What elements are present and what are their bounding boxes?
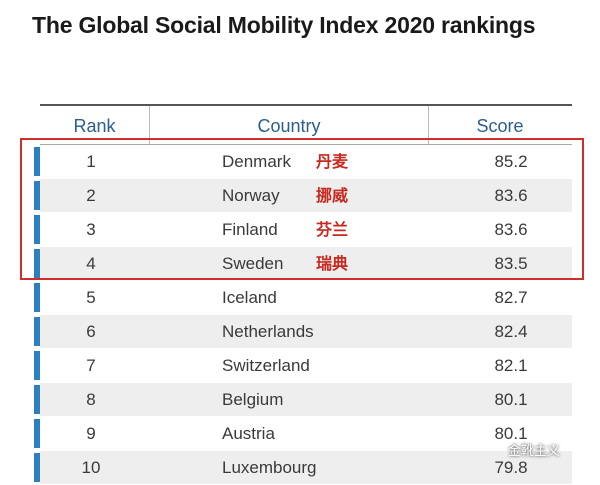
rank-cell: 9 [86, 424, 96, 443]
country-cell: Luxembourg [222, 458, 317, 477]
row-accent-bar [34, 147, 40, 176]
table-row: 5 Iceland 82.7 [34, 281, 572, 315]
chinese-country-label: 瑞典 [316, 254, 349, 273]
rank-cell: 10 [81, 458, 101, 477]
score-cell: 80.1 [494, 390, 528, 409]
country-cell: Sweden [222, 254, 284, 273]
score-cell: 85.2 [494, 152, 528, 171]
rank-cell: 7 [86, 356, 96, 375]
row-accent-bar [34, 419, 40, 448]
row-accent-bar [34, 351, 40, 380]
rank-cell: 5 [86, 288, 96, 307]
table-row: 4 Sweden 瑞典 83.5 [34, 247, 572, 281]
score-cell: 82.7 [494, 288, 528, 307]
table-row: 8 Belgium 80.1 [34, 383, 572, 417]
table-row: 9 Austria 80.1 [34, 417, 572, 451]
table-row: 7 Switzerland 82.1 [34, 349, 572, 383]
country-cell: Norway [222, 186, 280, 205]
country-cell: Austria [222, 424, 275, 443]
country-cell: Switzerland [222, 356, 310, 375]
rankings-table: Rank Country Score 1 Denmark 丹麦 85.2 2 Norway… [34, 104, 572, 485]
score-cell: 83.6 [494, 186, 528, 205]
header-score: Score [476, 116, 524, 136]
rank-cell: 4 [86, 254, 96, 273]
rank-cell: 8 [86, 390, 96, 409]
header-rank: Rank [73, 116, 116, 136]
row-accent-bar [34, 283, 40, 312]
country-cell: Finland [222, 220, 278, 239]
table-row: 6 Netherlands 82.4 [34, 315, 572, 349]
score-cell: 83.6 [494, 220, 528, 239]
row-accent-bar [34, 181, 40, 210]
score-cell: 79.8 [494, 458, 528, 477]
table-row: 1 Denmark 丹麦 85.2 [34, 145, 572, 179]
table-row: 3 Finland 芬兰 83.6 [34, 213, 572, 247]
table-top-rule [40, 104, 572, 106]
rank-cell: 6 [86, 322, 96, 341]
watermark-text: 金靴主义 [508, 444, 561, 459]
score-cell: 82.4 [494, 322, 528, 341]
row-accent-bar [34, 453, 40, 482]
country-cell: Iceland [222, 288, 277, 307]
table-header: Rank Country Score [40, 106, 572, 145]
table-body: 1 Denmark 丹麦 85.2 2 Norway 挪威 83.6 3 Finland 芬兰 83.… [34, 145, 572, 485]
header-country: Country [149, 106, 429, 144]
score-cell: 82.1 [494, 356, 528, 375]
rank-cell: 2 [86, 186, 96, 205]
score-cell: 80.1 [494, 424, 528, 443]
chart-title: The Global Social Mobility Index 2020 ra… [32, 12, 536, 38]
row-accent-bar [34, 215, 40, 244]
chinese-country-label: 丹麦 [316, 152, 349, 171]
row-accent-bar [34, 249, 40, 278]
table-row: 10 Luxembourg 79.8 [34, 451, 572, 485]
country-cell: Belgium [222, 390, 284, 409]
row-accent-bar [34, 385, 40, 414]
chinese-country-label: 芬兰 [316, 220, 349, 239]
row-accent-bar [34, 317, 40, 346]
score-cell: 83.5 [494, 254, 528, 273]
country-cell: Denmark [222, 152, 291, 171]
rank-cell: 3 [86, 220, 96, 239]
country-cell: Netherlands [222, 322, 314, 341]
rank-cell: 1 [86, 152, 96, 171]
chinese-country-label: 挪威 [316, 186, 349, 205]
table-row: 2 Norway 挪威 83.6 [34, 179, 572, 213]
